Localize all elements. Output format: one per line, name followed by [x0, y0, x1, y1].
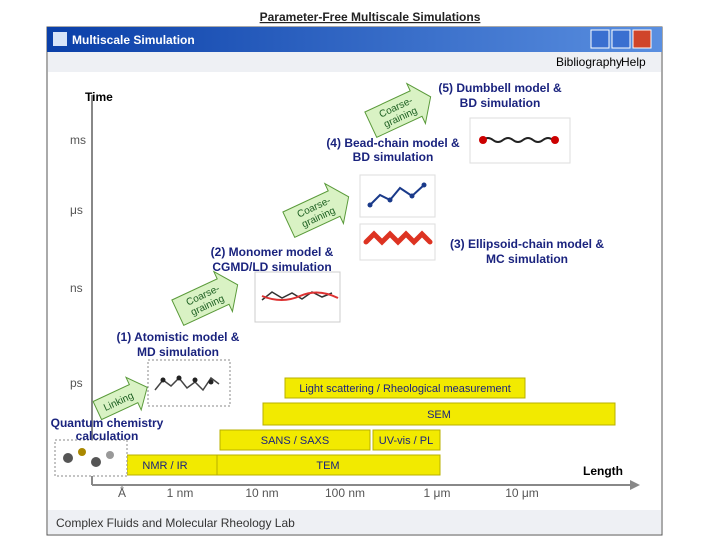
- y-tick-label: ps: [70, 376, 83, 390]
- slide-title: Parameter-Free Multiscale Simulations: [260, 10, 481, 24]
- x-tick-label: 1 μm: [424, 486, 451, 500]
- arrow: Coarse-graining: [282, 182, 350, 239]
- footer: Complex Fluids and Molecular Rheology La…: [56, 516, 295, 530]
- stage-line: (5) Dumbbell model &: [438, 81, 562, 95]
- experiment-label: UV-vis / PL: [379, 435, 433, 447]
- stage-label: (2) Monomer model & CGMD/LD simulation: [211, 245, 334, 274]
- stage-line: (4) Bead-chain model &: [326, 136, 460, 150]
- stage-line: CGMD/LD simulation: [212, 260, 331, 274]
- stage-line: (1) Atomistic model &: [117, 330, 240, 344]
- stage-label: Quantum chemistry calculation: [51, 416, 164, 443]
- x-tick-label: 10 μm: [505, 486, 539, 500]
- close-button[interactable]: [632, 29, 652, 49]
- experiment-bar: [372, 429, 441, 451]
- maximize-button[interactable]: [611, 29, 631, 49]
- status-bar: [48, 510, 661, 534]
- stage-label: (4) Bead-chain model & BD simulation: [326, 136, 460, 164]
- quantum-image: [54, 439, 128, 477]
- experiment-bar: [284, 377, 526, 399]
- menu-bar: [48, 52, 661, 72]
- arrow: Coarse-graining: [171, 270, 239, 327]
- stage-line: Quantum chemistry: [51, 416, 164, 430]
- x-tick-label: 10 nm: [245, 486, 278, 500]
- bead-chain-image: [359, 174, 436, 218]
- minimize-button[interactable]: [590, 29, 610, 49]
- window-icon: [53, 32, 67, 46]
- x-axis-label: Length: [583, 464, 623, 478]
- atomistic-image: [147, 359, 231, 407]
- y-tick-label: ms: [70, 133, 86, 147]
- menu-item[interactable]: Help: [621, 55, 646, 69]
- dumbbell-image: [469, 117, 571, 164]
- x-tick-label: 100 nm: [325, 486, 365, 500]
- x-arrow: [630, 480, 640, 490]
- stage-line: BD simulation: [353, 150, 434, 164]
- experiment-bar: [216, 454, 441, 476]
- y-axis-label: Time: [85, 90, 113, 104]
- stage-line: calculation: [76, 429, 139, 443]
- experiment-label: NMR / IR: [142, 460, 187, 472]
- stage-label: (1) Atomistic model & MD simulation: [117, 330, 240, 359]
- stage-line: (3) Ellipsoid-chain model &: [450, 237, 604, 251]
- window-title: Multiscale Simulation: [72, 33, 195, 47]
- menu-item[interactable]: Bibliography: [556, 55, 622, 69]
- experiment-bar: [219, 429, 371, 451]
- stage-line: (2) Monomer model &: [211, 245, 334, 259]
- ellipsoid-chain-image: [359, 223, 436, 261]
- y-tick-label: μs: [70, 203, 83, 217]
- stage-label: (5) Dumbbell model & BD simulation: [438, 81, 562, 110]
- monomer-image: [254, 271, 341, 323]
- x-tick-label: 1 nm: [167, 486, 194, 500]
- experiment-label: SEM: [427, 409, 451, 421]
- experiment-bar: [262, 402, 616, 426]
- stage-label: (3) Ellipsoid-chain model & MC simulation: [450, 237, 604, 266]
- experiment-label: SANS / SAXS: [261, 435, 329, 447]
- stage-line: MD simulation: [137, 345, 219, 359]
- y-tick-label: ns: [70, 281, 83, 295]
- title-bar: [47, 27, 662, 52]
- experiment-label: TEM: [316, 460, 339, 472]
- arrow: Linking: [92, 376, 148, 421]
- stage-line: MC simulation: [486, 252, 568, 266]
- stage-line: BD simulation: [460, 96, 541, 110]
- x-tick-label: Å: [118, 485, 126, 500]
- experiment-label: Light scattering / Rheological measureme…: [299, 383, 511, 395]
